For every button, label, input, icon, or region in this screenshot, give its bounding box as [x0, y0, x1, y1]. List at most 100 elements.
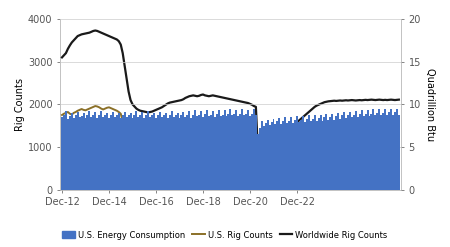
- Bar: [204, 114, 206, 190]
- Bar: [396, 109, 398, 190]
- Bar: [343, 112, 345, 190]
- Bar: [165, 113, 167, 190]
- Bar: [86, 115, 89, 190]
- Bar: [176, 113, 179, 190]
- Bar: [216, 114, 218, 190]
- Bar: [367, 110, 369, 190]
- Bar: [253, 109, 255, 190]
- Bar: [63, 115, 65, 190]
- Bar: [373, 109, 374, 190]
- Bar: [394, 112, 396, 190]
- Bar: [239, 114, 241, 190]
- Bar: [267, 120, 269, 190]
- Bar: [69, 116, 71, 190]
- Bar: [175, 115, 176, 190]
- Bar: [130, 113, 131, 190]
- Bar: [390, 109, 392, 190]
- Bar: [339, 119, 341, 190]
- Bar: [312, 119, 314, 190]
- Bar: [231, 115, 234, 190]
- Bar: [333, 120, 335, 190]
- Bar: [324, 117, 325, 190]
- Bar: [325, 114, 328, 190]
- Bar: [116, 115, 118, 190]
- Bar: [137, 117, 140, 190]
- Bar: [200, 111, 202, 190]
- Bar: [261, 121, 263, 190]
- Bar: [140, 115, 141, 190]
- Bar: [102, 117, 104, 190]
- Bar: [274, 124, 276, 190]
- Bar: [218, 110, 220, 190]
- Bar: [300, 120, 302, 190]
- Bar: [180, 115, 182, 190]
- Bar: [280, 124, 282, 190]
- Bar: [315, 121, 318, 190]
- Bar: [259, 128, 261, 190]
- Bar: [94, 112, 96, 190]
- Bar: [269, 125, 270, 190]
- Bar: [106, 113, 108, 190]
- Bar: [182, 112, 184, 190]
- Bar: [392, 115, 394, 190]
- Bar: [114, 117, 116, 190]
- Bar: [210, 115, 212, 190]
- Bar: [335, 116, 337, 190]
- Bar: [249, 116, 251, 190]
- Bar: [71, 113, 73, 190]
- Bar: [321, 121, 324, 190]
- Bar: [221, 115, 224, 190]
- Bar: [198, 115, 200, 190]
- Bar: [108, 118, 110, 190]
- Bar: [192, 115, 194, 190]
- Bar: [276, 121, 279, 190]
- Bar: [331, 114, 333, 190]
- Bar: [286, 123, 288, 190]
- Bar: [351, 117, 353, 190]
- Bar: [76, 112, 79, 190]
- Bar: [75, 115, 76, 190]
- Bar: [241, 109, 243, 190]
- Bar: [282, 121, 284, 190]
- Bar: [369, 116, 370, 190]
- Bar: [357, 117, 359, 190]
- Bar: [235, 110, 237, 190]
- Bar: [186, 115, 188, 190]
- Bar: [228, 114, 230, 190]
- Bar: [118, 113, 120, 190]
- Bar: [220, 116, 221, 190]
- Bar: [378, 109, 380, 190]
- Bar: [120, 118, 122, 190]
- Bar: [347, 115, 349, 190]
- Bar: [329, 117, 331, 190]
- Bar: [112, 112, 114, 190]
- Bar: [374, 115, 376, 190]
- Bar: [225, 116, 228, 190]
- Bar: [263, 126, 265, 190]
- Bar: [230, 109, 231, 190]
- Bar: [143, 118, 145, 190]
- Bar: [85, 118, 86, 190]
- Bar: [169, 115, 171, 190]
- Bar: [126, 117, 128, 190]
- Y-axis label: Quadrillion Btu: Quadrillion Btu: [425, 68, 435, 141]
- Bar: [100, 111, 102, 190]
- Bar: [89, 111, 90, 190]
- Bar: [298, 122, 300, 190]
- Bar: [359, 114, 360, 190]
- Bar: [292, 123, 294, 190]
- Bar: [214, 117, 216, 190]
- Bar: [382, 113, 384, 190]
- Bar: [310, 121, 312, 190]
- Bar: [337, 113, 339, 190]
- Bar: [349, 112, 351, 190]
- Bar: [212, 111, 214, 190]
- Bar: [386, 115, 388, 190]
- Bar: [363, 116, 365, 190]
- Bar: [173, 117, 175, 190]
- Bar: [380, 115, 382, 190]
- Bar: [188, 111, 190, 190]
- Bar: [355, 111, 357, 190]
- Bar: [184, 117, 186, 190]
- Bar: [345, 118, 347, 190]
